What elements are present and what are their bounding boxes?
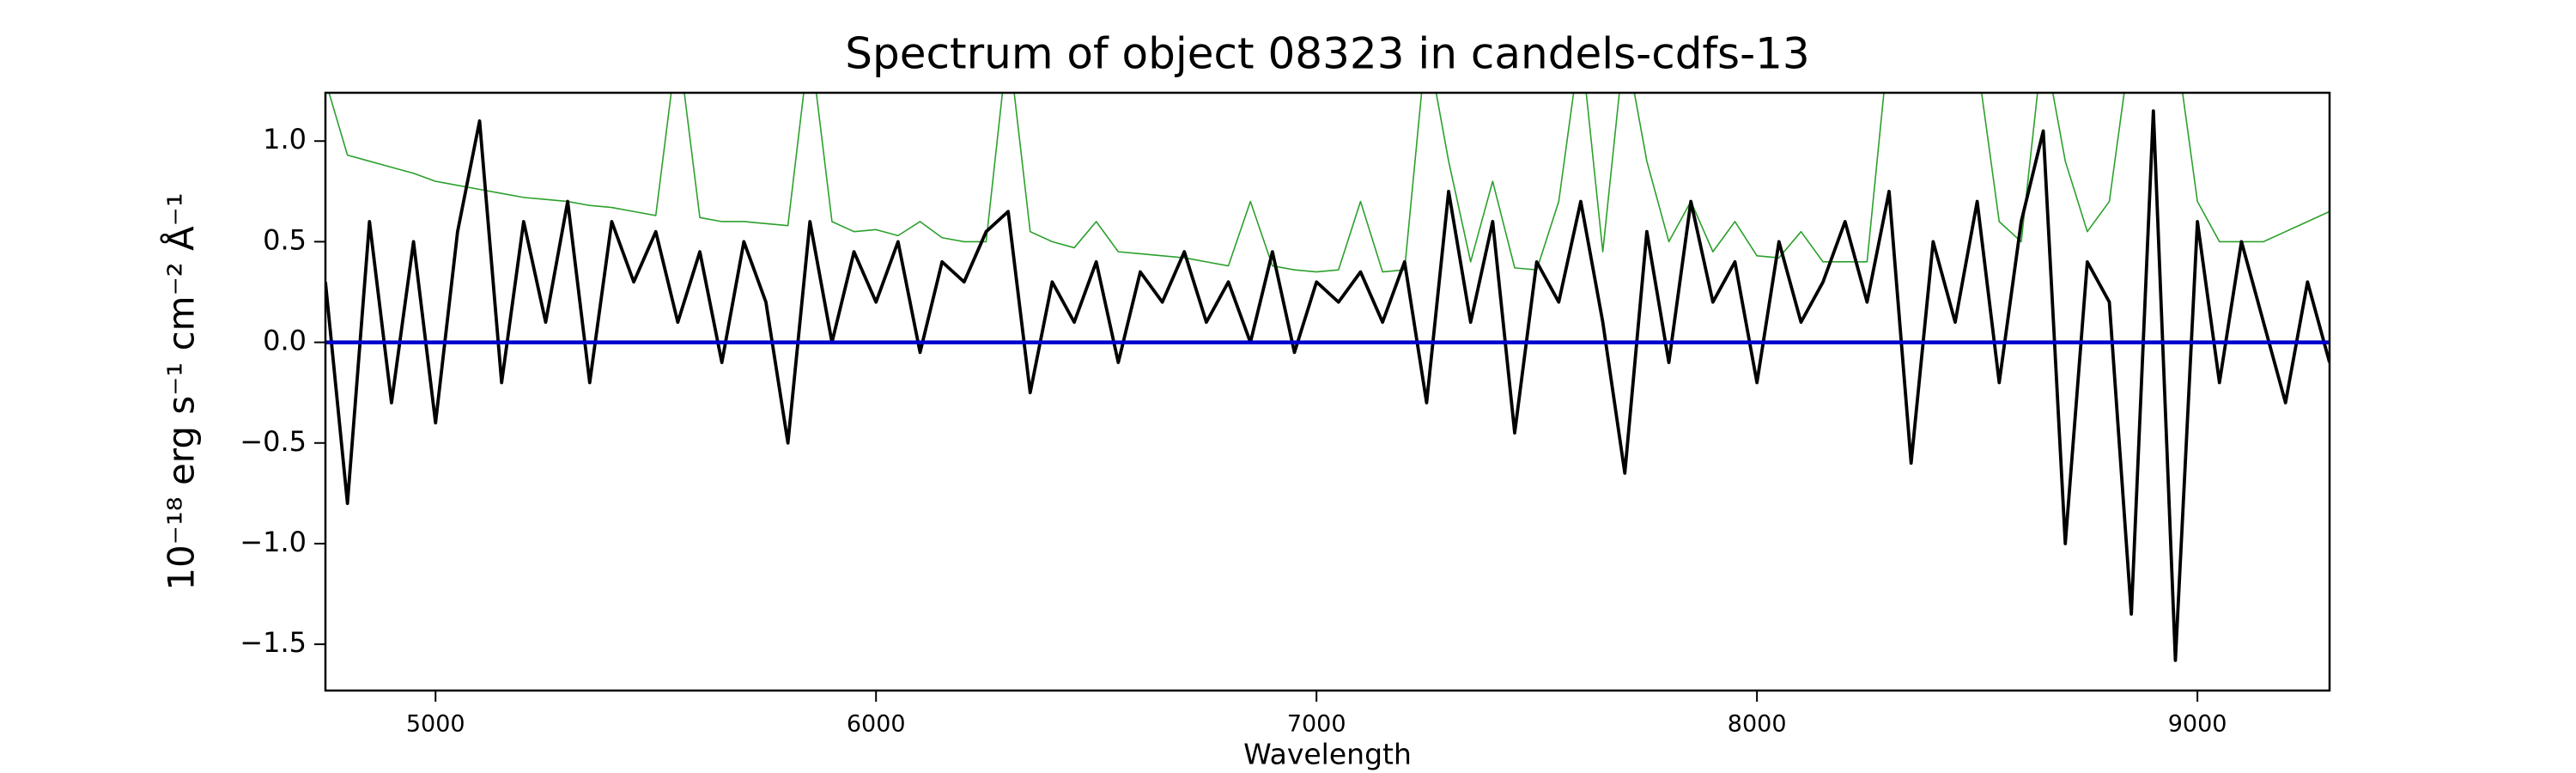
x-axis-label: Wavelength (1243, 738, 1412, 771)
y-tick-label: −1.5 (240, 626, 307, 659)
series-line (325, 109, 2330, 662)
plot-lines (325, 93, 2330, 662)
x-tick-label: 5000 (406, 711, 465, 738)
x-tick-label: 8000 (1728, 711, 1787, 738)
x-tick-label: 9000 (2168, 711, 2227, 738)
plot-frame (324, 91, 2331, 692)
y-tick-label: 0.5 (263, 223, 307, 256)
y-tick-label: −1.0 (240, 526, 307, 558)
chart-title: Spectrum of object 08323 in candels-cdfs… (845, 29, 1810, 79)
y-axis-label: 10⁻¹⁸ erg s⁻¹ cm⁻² Å⁻¹ (160, 192, 203, 590)
y-tick-label: 0.0 (263, 325, 307, 357)
y-tick-label: −0.5 (240, 425, 307, 458)
series-line (328, 93, 2330, 273)
x-tick-label: 7000 (1287, 711, 1346, 738)
x-tick-label: 6000 (847, 711, 906, 738)
y-tick-label: 1.0 (263, 123, 307, 155)
